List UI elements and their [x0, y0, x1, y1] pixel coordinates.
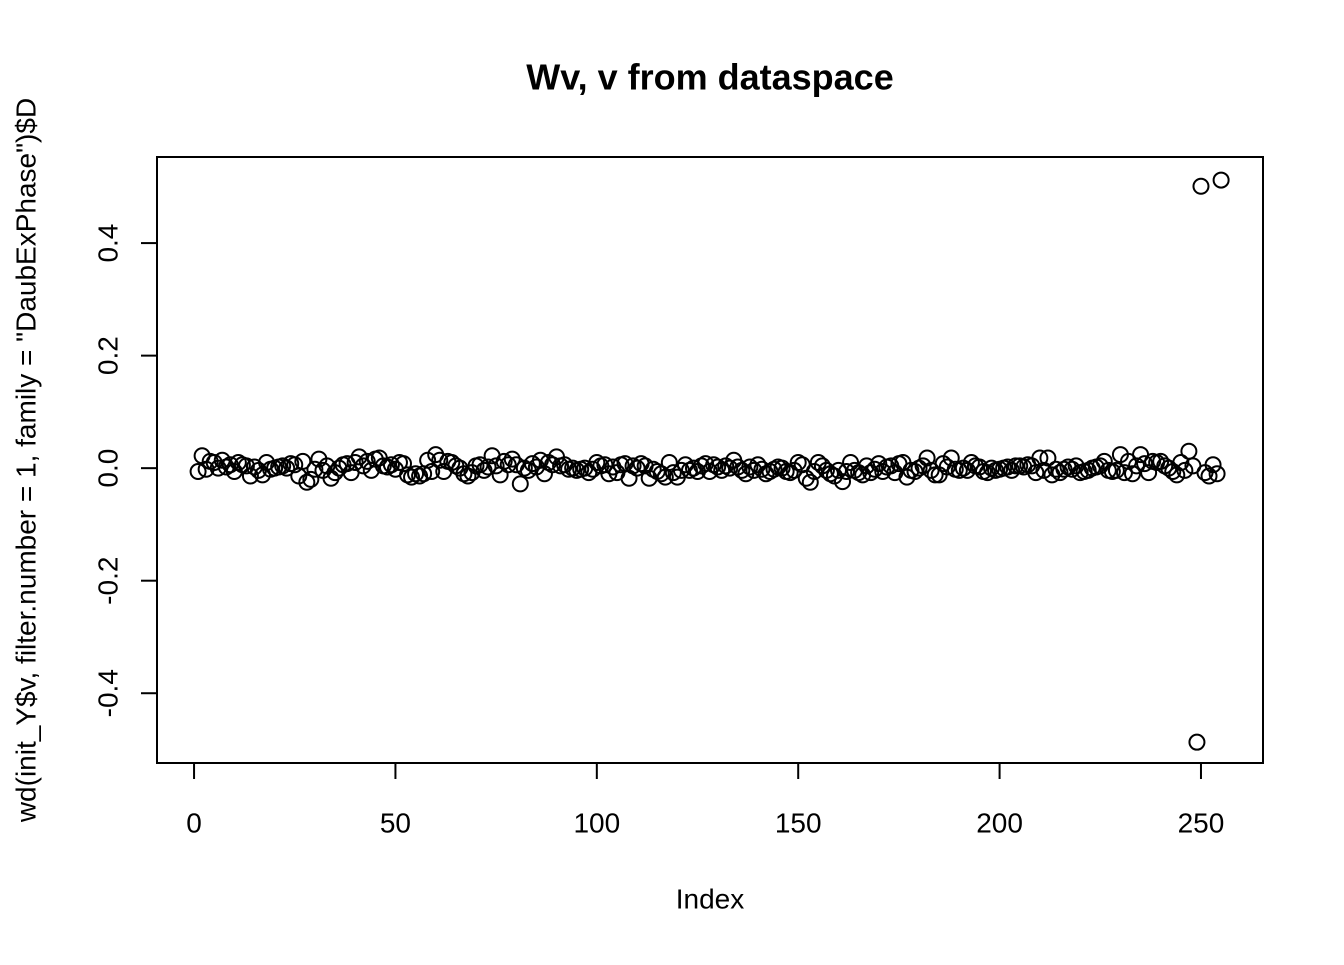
point [596, 456, 614, 474]
point [479, 458, 497, 476]
point [394, 455, 412, 473]
point [487, 457, 505, 475]
point [628, 459, 646, 477]
point [652, 465, 670, 483]
x-tick-label: 50 [380, 807, 411, 838]
point [475, 461, 493, 479]
point [713, 461, 731, 479]
point [278, 459, 296, 477]
point [741, 458, 759, 476]
point [294, 452, 312, 470]
x-tick-label: 150 [775, 807, 822, 838]
point [302, 470, 320, 488]
point [237, 457, 255, 475]
point [1031, 449, 1049, 467]
y-tick-label: -0.2 [92, 557, 123, 605]
point [870, 455, 888, 473]
point [918, 449, 936, 467]
point [544, 456, 562, 474]
point [1200, 467, 1218, 485]
point [1192, 177, 1210, 195]
point [1176, 461, 1194, 479]
point [350, 448, 368, 466]
point [664, 464, 682, 482]
point [999, 458, 1017, 476]
point [773, 459, 791, 477]
point [942, 449, 960, 467]
point [1035, 461, 1053, 479]
point [1188, 733, 1206, 751]
y-tick-label: 0.0 [92, 449, 123, 488]
point [1208, 465, 1226, 483]
point [1003, 461, 1021, 479]
chart-title: Wv, v from dataspace [526, 57, 893, 98]
point [801, 473, 819, 491]
point [1124, 465, 1142, 483]
x-tick-label: 200 [976, 807, 1023, 838]
point [423, 463, 441, 481]
x-axis-label: Index [676, 883, 745, 914]
y-axis-label: wd(init_Y$v, filter.number = 1, family =… [10, 98, 41, 823]
point [286, 456, 304, 474]
point [829, 461, 847, 479]
point [684, 459, 702, 477]
point [209, 459, 227, 477]
point [1204, 456, 1222, 474]
x-tick-label: 0 [186, 807, 202, 838]
point [1180, 442, 1198, 460]
point [511, 475, 529, 493]
point [958, 461, 976, 479]
y-tick-label: 0.2 [92, 336, 123, 375]
x-tick-label: 100 [573, 807, 620, 838]
point [834, 473, 852, 491]
point [1047, 460, 1065, 478]
point [495, 452, 513, 470]
point [979, 464, 997, 482]
y-tick-label: -0.4 [92, 669, 123, 717]
point [733, 461, 751, 479]
point [1063, 460, 1081, 478]
point [523, 455, 541, 473]
point [189, 463, 207, 481]
point [753, 460, 771, 478]
point [431, 451, 449, 469]
point [709, 458, 727, 476]
point [1007, 457, 1025, 475]
point [914, 457, 932, 475]
point [403, 468, 421, 486]
point [1107, 461, 1125, 479]
point [1168, 466, 1186, 484]
point [926, 466, 944, 484]
point [358, 452, 376, 470]
point [588, 454, 606, 472]
point [1172, 454, 1190, 472]
point [721, 459, 739, 477]
point [838, 463, 856, 481]
point [962, 454, 980, 472]
point [1136, 455, 1154, 473]
point [697, 455, 715, 473]
point [330, 459, 348, 477]
point [362, 461, 380, 479]
point [1212, 171, 1230, 189]
point [306, 460, 324, 478]
y-tick-label: 0.4 [92, 224, 123, 263]
point [938, 458, 956, 476]
point [298, 473, 316, 491]
x-tick-label: 250 [1178, 807, 1225, 838]
point [1039, 449, 1057, 467]
point [382, 456, 400, 474]
point [660, 454, 678, 472]
